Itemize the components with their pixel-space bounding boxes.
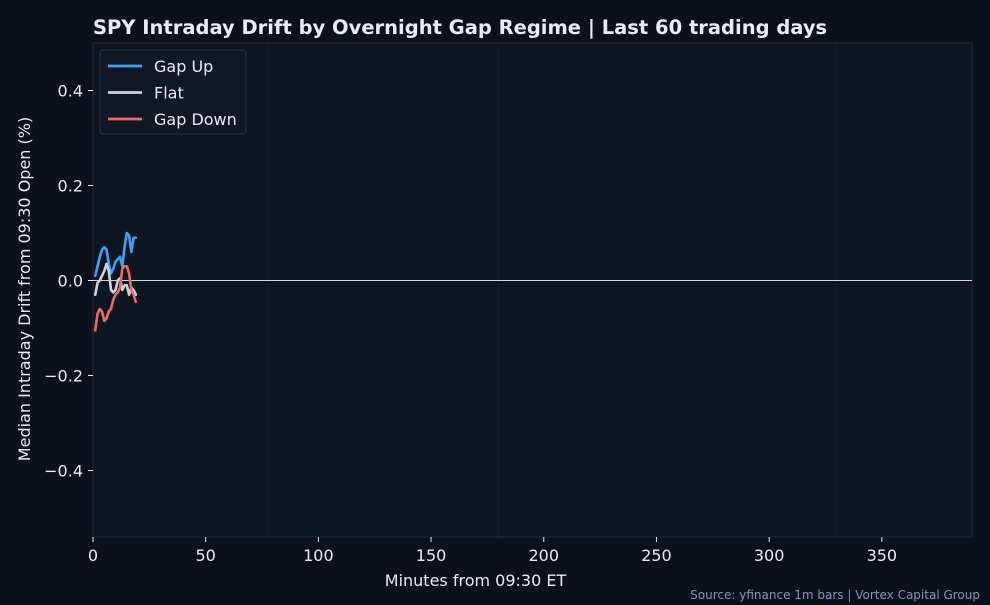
x-tick-label-1: 50: [196, 546, 216, 565]
y-axis-label: Median Intraday Drift from 09:30 Open (%…: [15, 117, 34, 461]
series-line-flat: [93, 262, 138, 297]
y-tick-label-0: −0.4: [44, 462, 83, 481]
source-note: Source: yfinance 1m bars | Vortex Capita…: [690, 588, 980, 602]
series-layer: [93, 231, 138, 332]
legend: Gap Up Flat Gap Down: [99, 49, 247, 135]
x-tick-label-4: 200: [528, 546, 559, 565]
y-tick-label-4: 0.4: [58, 82, 83, 101]
y-tick-label-1: −0.2: [44, 367, 83, 386]
series-line-gap-up: [93, 231, 138, 278]
legend-label-flat: Flat: [154, 84, 184, 103]
chart-title: SPY Intraday Drift by Overnight Gap Regi…: [93, 16, 827, 39]
x-tick-label-3: 150: [416, 546, 447, 565]
x-axis-label: Minutes from 09:30 ET: [385, 571, 567, 590]
y-tick-label-3: 0.2: [58, 177, 83, 196]
legend-box: [99, 49, 247, 135]
x-tick-label-0: 0: [88, 546, 98, 565]
y-tick-label-2: 0.0: [58, 272, 83, 291]
x-tick-label-6: 300: [754, 546, 785, 565]
legend-label-gap-up: Gap Up: [154, 57, 213, 76]
legend-label-gap-down: Gap Down: [154, 110, 237, 129]
x-tick-label-5: 250: [641, 546, 672, 565]
x-tick-label-7: 350: [867, 546, 898, 565]
x-tick-label-2: 100: [303, 546, 334, 565]
series-line-gap-down: [93, 264, 138, 332]
axes-layer: 0 50 100 150 200 250 300 350 −0.4 −0.2 0.0 0.2 0.4: [44, 82, 897, 566]
